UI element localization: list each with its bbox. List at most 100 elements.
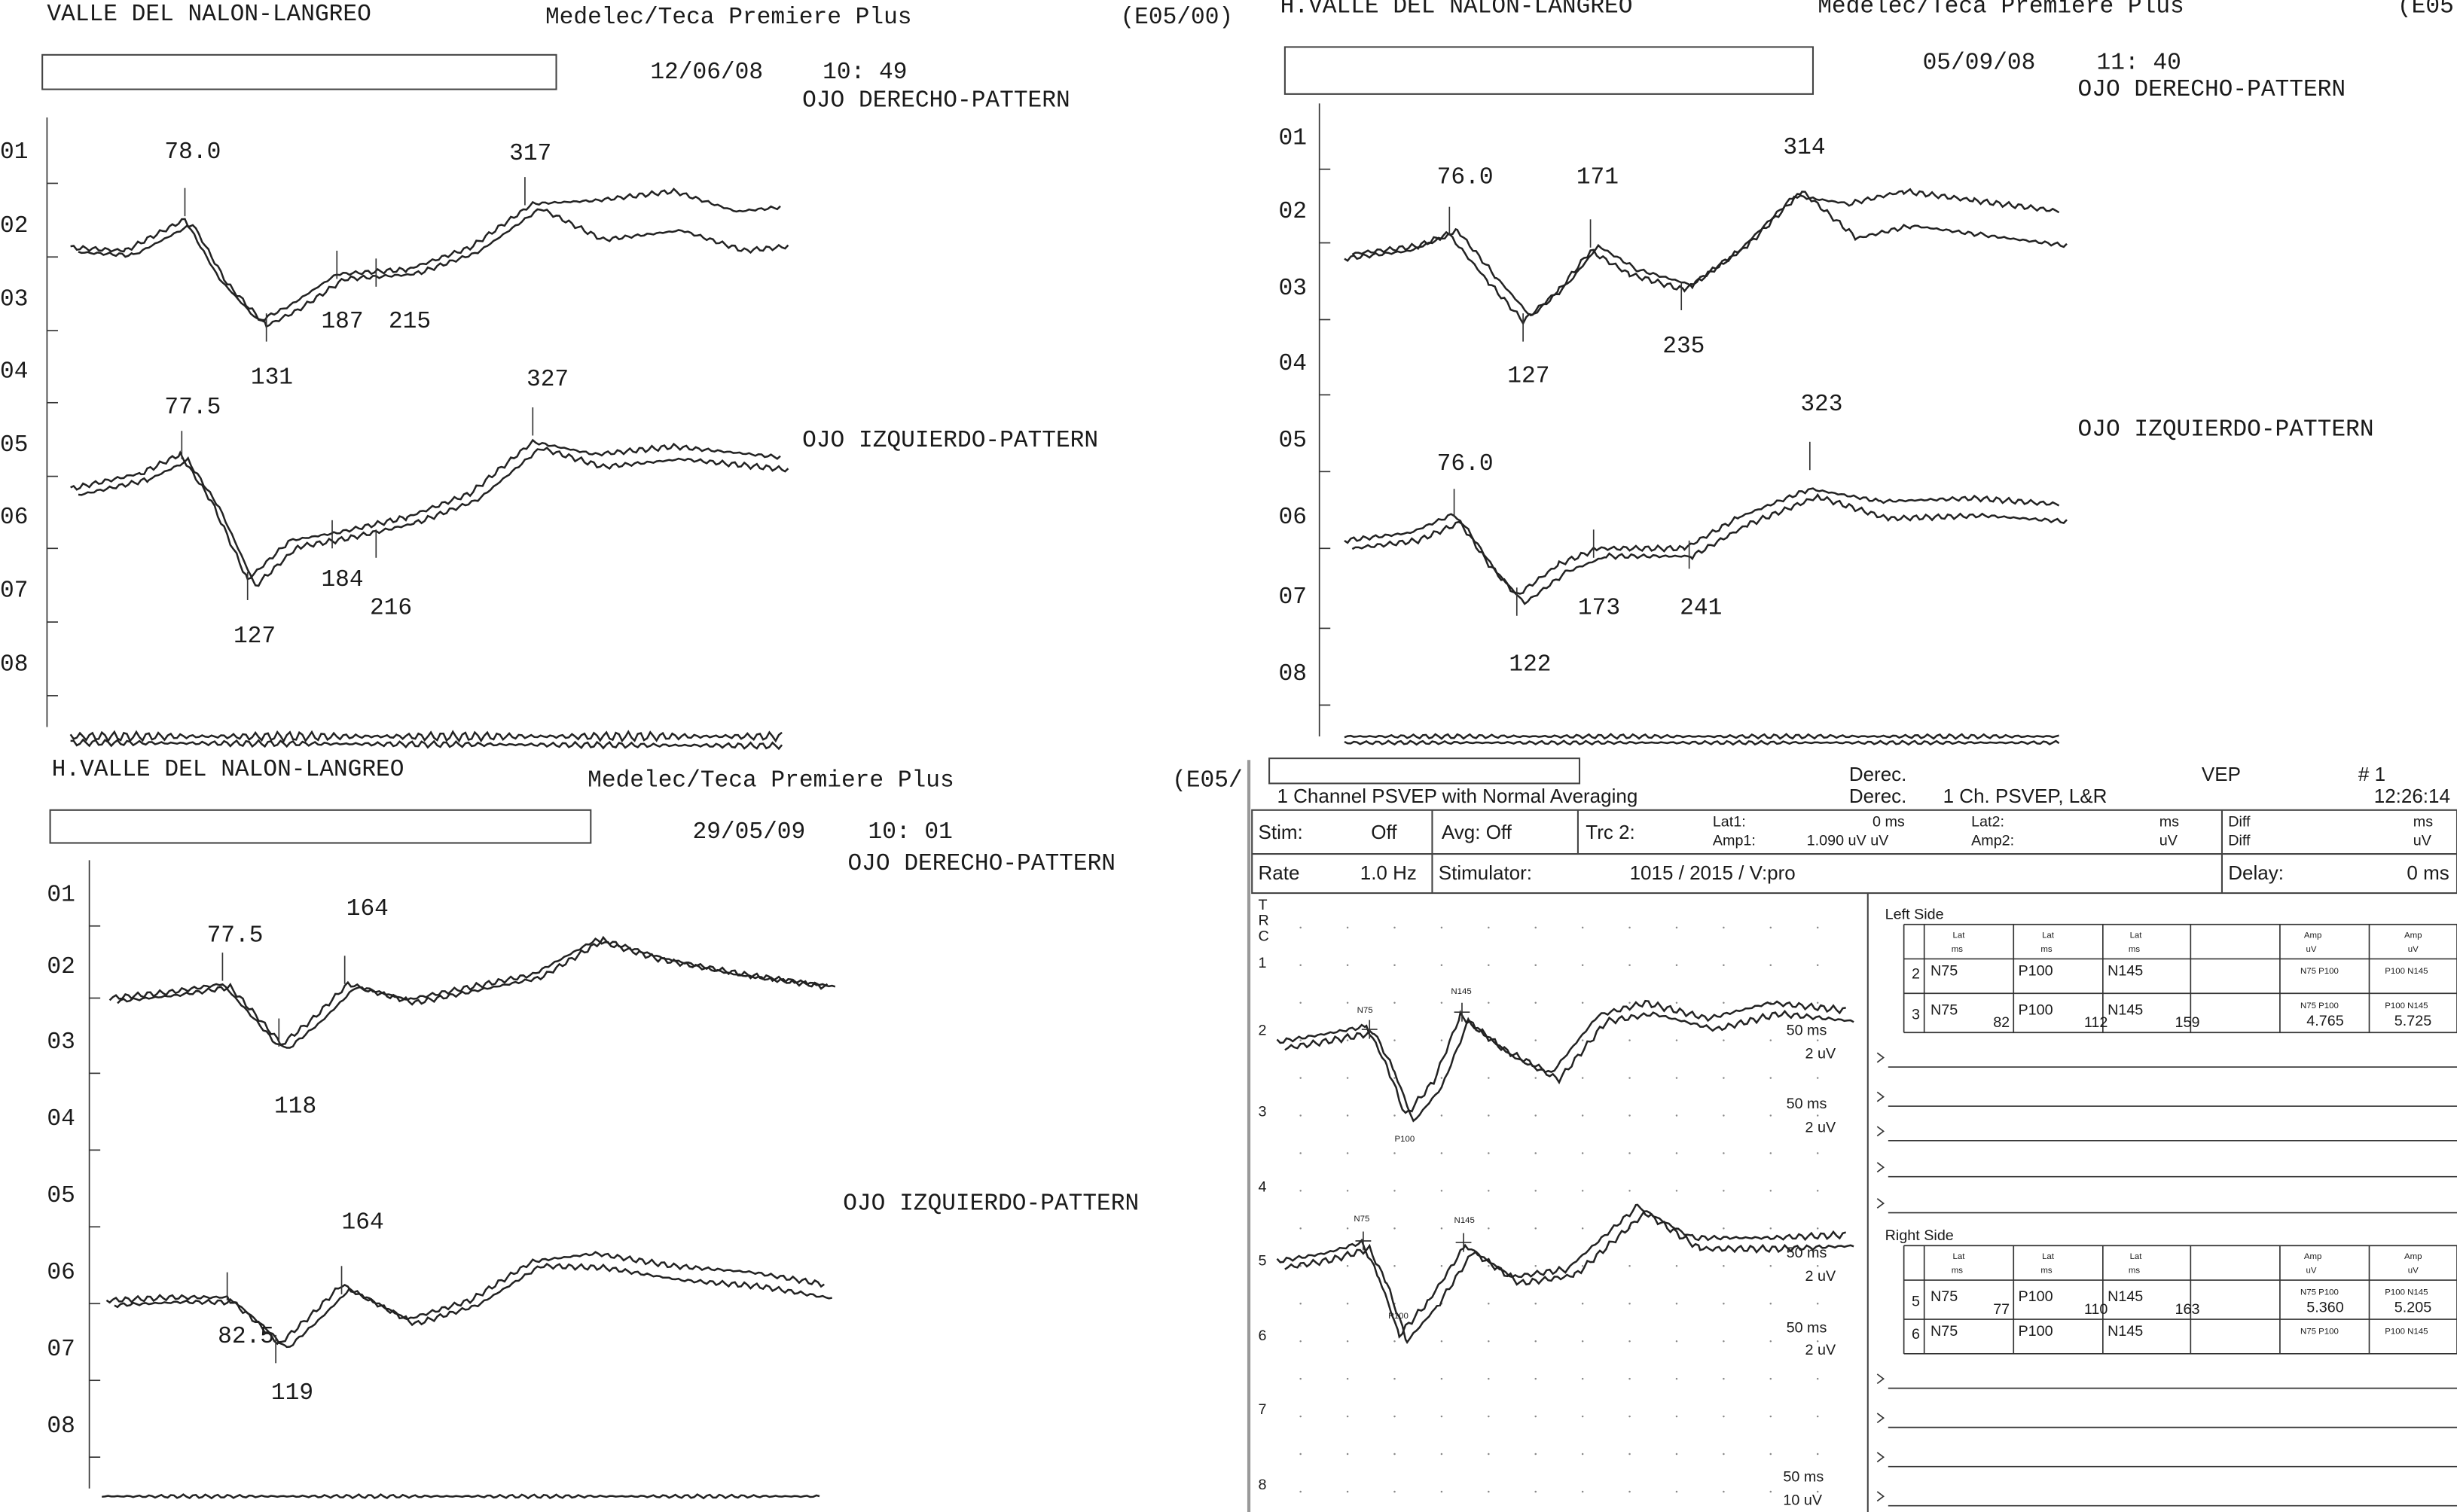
waveform [1351,492,2068,605]
grid-dot [1816,964,1819,967]
setting-text: Rate [1259,861,1300,884]
waveform [1276,1203,1847,1339]
grid-dot [1628,1415,1631,1418]
channel-label: 07 [0,578,28,605]
table-cell: N75 P100 [2300,1328,2339,1337]
code: (E05/00) [1120,5,1233,31]
peak-label: 187 [321,309,363,335]
channel-label: 03 [1279,276,1307,302]
grid-dot [1816,1303,1819,1305]
grid-dot [1346,1340,1349,1343]
code: (E05 [2397,0,2454,20]
grid-dot [1534,1039,1537,1041]
table-header: Amp [2304,931,2322,940]
setting-text: Diff [2228,814,2251,831]
peak-label: 327 [526,367,569,393]
grid-dot [1723,1490,1725,1493]
grid-dot [1534,1001,1537,1004]
grid-dot [1534,964,1537,967]
chevron [1876,1198,1885,1209]
device: Medelec/Teca Premiere Plus [1818,0,2184,20]
chevron [1876,1452,1885,1463]
grid-dot [1299,1152,1302,1154]
grid-dot [1534,926,1537,929]
code: (E05/ [1172,767,1243,794]
channel-label: 02 [0,213,28,239]
channel-label: 04 [47,1106,75,1132]
grid-dot [1581,1377,1584,1380]
peak-marker-label: N75 [1354,1215,1369,1224]
hospital: H.VALLE DEL NALON-LANGREO [1280,0,1633,20]
grid-dot [1346,1152,1349,1154]
grid-dot [1581,1227,1584,1230]
table-cell: 6 [1912,1326,1920,1343]
grid-dot [1440,1001,1443,1004]
grid-dot [1723,1114,1725,1117]
grid-dot [1816,1453,1819,1456]
record-number: # 1 [2358,763,2385,785]
left-eye: OJO IZQUIERDO-PATTERN [2078,416,2374,443]
table-header: Lat [2042,1252,2055,1261]
waveform [105,1251,825,1346]
peak-label: 314 [1783,135,1825,161]
channel-label: 08 [0,652,28,678]
grid-dot [1299,1303,1302,1305]
grid-dot [1675,1415,1678,1418]
setting-text: 1.090 uV uV [1807,833,1890,849]
grid-dot [1816,926,1819,929]
grid-dot [1816,1265,1819,1267]
grid-dot [1488,1190,1490,1192]
grid-dot [1393,1490,1396,1493]
waveform [114,1263,832,1349]
grid-dot [1628,1001,1631,1004]
grid-dot [1581,1303,1584,1305]
table-header: Lat [2130,931,2143,940]
scale-label: 50 ms [1787,1022,1827,1038]
grid-dot [1816,1039,1819,1041]
scale-label: 2 uV [1805,1119,1836,1136]
grid-dot [1628,1377,1631,1380]
grid-dot [1769,1415,1772,1418]
peak-label: 127 [1507,364,1549,390]
grid-dot [1816,1377,1819,1380]
table-header: Lat [2130,1252,2143,1261]
grid-dot [1675,964,1678,967]
grid-dot [1488,1377,1490,1380]
peak-label: 216 [370,596,412,622]
grid-dot [1488,1303,1490,1305]
table-cell: N75 [1930,1323,1958,1340]
table-header: ms [2040,945,2053,954]
time: 10: 49 [823,59,907,86]
setting-text: Stimulator: [1439,861,1532,884]
grid-dot [1393,1377,1396,1380]
grid-dot [1816,1227,1819,1230]
clock: 12:26:14 [2374,785,2450,807]
channel-label: 03 [47,1029,75,1056]
grid-dot [1628,1453,1631,1456]
grid-dot [1534,1415,1537,1418]
grid-dot [1534,1453,1537,1456]
setting-text: Delay: [2228,861,2284,884]
table-header: uV [2408,1267,2419,1276]
peak-marker-label: P100 [1395,1135,1415,1144]
trace-label: 7 [1259,1401,1267,1418]
grid-dot [1440,1077,1443,1079]
hospital: H.VALLE DEL NALON-LANGREO [52,757,404,783]
chevron [1876,1491,1885,1502]
channel-label: 05 [0,432,28,459]
grid-dot [1393,926,1396,929]
channel-label: 02 [1279,199,1307,225]
grid-dot [1675,1039,1678,1041]
grid-dot [1346,1377,1349,1380]
grid-dot [1393,1077,1396,1079]
table-header: ms [2129,945,2141,954]
table-header: Amp [2404,1252,2422,1261]
waveform [102,1493,820,1500]
waveform [1284,1010,1854,1123]
protocol: 1 Ch. PSVEP, L&R [1943,785,2108,807]
grid-dot [1393,1001,1396,1004]
date: 12/06/08 [650,59,763,86]
grid-dot [1440,1227,1443,1230]
setting-text: Lat2: [1971,814,2004,831]
